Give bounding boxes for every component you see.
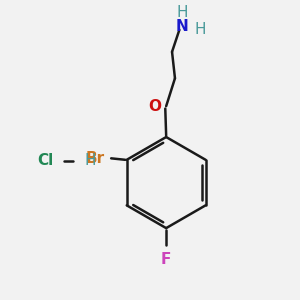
Text: H: H (85, 153, 96, 168)
Text: Cl: Cl (37, 153, 53, 168)
Text: H: H (195, 22, 206, 37)
Text: O: O (148, 99, 161, 114)
Text: Br: Br (85, 151, 105, 166)
Text: F: F (161, 252, 171, 267)
Text: N: N (176, 20, 189, 34)
Text: H: H (177, 4, 188, 20)
